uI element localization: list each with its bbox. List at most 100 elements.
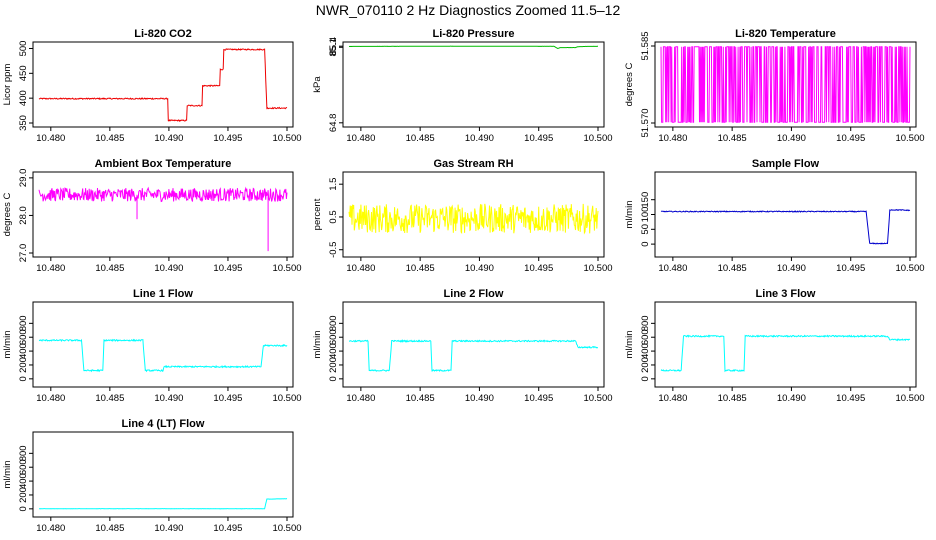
y-tick-label: 800 (18, 445, 29, 461)
y-tick-label: 600 (18, 329, 29, 345)
x-tick-label: 10.485 (406, 133, 435, 144)
y-axis-label: ml/min (312, 331, 323, 359)
series-line (38, 338, 288, 373)
y-tick-label: 1.5 (328, 178, 339, 191)
y-tick-label: 150 (640, 192, 651, 208)
x-tick-label: 10.495 (213, 393, 242, 404)
x-tick-label: 10.500 (895, 263, 924, 274)
panel-title: Li-820 CO2 (134, 28, 191, 40)
y-tick-label: 600 (18, 459, 29, 475)
panel-7: Line 1 Flow ml/min 10.480 10.485 10.490 10.49… (2, 288, 302, 404)
panel-1: Li-820 CO2 Licor ppm 10.480 10.485 10.490 10.… (2, 28, 302, 144)
y-tick-label: 100 (640, 207, 651, 223)
x-tick-label: 10.500 (272, 393, 301, 404)
panel-9: Line 3 Flow ml/min 10.480 10.485 10.490 10.49… (624, 288, 925, 404)
x-tick-label: 10.485 (718, 263, 747, 274)
x-tick-label: 10.490 (465, 393, 494, 404)
panel-title: Gas Stream RH (433, 158, 513, 170)
plot-frame (654, 301, 917, 388)
x-tick-label: 10.500 (272, 133, 301, 144)
series-line (660, 334, 911, 373)
x-tick-label: 10.490 (465, 133, 494, 144)
panel-2: Li-820 Pressure kPa 10.480 10.485 10.490 10.4… (312, 28, 613, 144)
x-tick-label: 10.495 (213, 523, 242, 534)
plot-frame (32, 41, 294, 128)
y-tick-label: 600 (328, 329, 339, 345)
series-line (38, 48, 288, 122)
plot-frame (32, 431, 294, 518)
plot-frame (342, 171, 605, 258)
series-line (660, 209, 911, 245)
page-title: NWR_070110 2 Hz Diagnostics Zoomed 11.5–… (315, 2, 621, 18)
y-tick-label: 200 (18, 487, 29, 503)
x-tick-label: 10.500 (583, 263, 612, 274)
y-tick-label: 800 (18, 315, 29, 331)
plot-frame (32, 301, 294, 388)
panel-title: Li-820 Temperature (735, 28, 836, 40)
y-tick-label: 29.0 (18, 169, 29, 188)
y-tick-label: 0 (640, 241, 651, 246)
y-tick-label: 400 (18, 90, 29, 106)
y-axis-label: kPa (312, 76, 323, 93)
y-tick-label: 0 (328, 376, 339, 381)
x-tick-label: 10.500 (583, 133, 612, 144)
x-tick-label: 10.480 (346, 263, 375, 274)
x-tick-label: 10.490 (777, 133, 806, 144)
x-tick-label: 10.495 (836, 263, 865, 274)
plot-frame (342, 41, 605, 128)
x-tick-label: 10.495 (524, 393, 553, 404)
x-tick-label: 10.485 (95, 263, 124, 274)
x-tick-label: 10.485 (406, 393, 435, 404)
y-tick-label: 350 (18, 115, 29, 131)
x-tick-label: 10.485 (718, 393, 747, 404)
y-tick-label: 0 (18, 376, 29, 381)
x-tick-label: 10.495 (524, 263, 553, 274)
y-tick-label: 50 (640, 224, 651, 235)
x-tick-label: 10.500 (895, 393, 924, 404)
y-tick-label: 600 (640, 329, 651, 345)
plot-frame (32, 171, 294, 258)
panel-8: Line 2 Flow ml/min 10.480 10.485 10.490 10.49… (312, 288, 613, 404)
x-tick-label: 10.480 (36, 523, 65, 534)
x-tick-label: 10.500 (895, 133, 924, 144)
x-tick-label: 10.500 (272, 523, 301, 534)
x-tick-label: 10.495 (524, 133, 553, 144)
panel-10: Line 4 (LT) Flow ml/min 10.480 10.485 10.490… (2, 418, 302, 534)
series-line (348, 339, 598, 372)
x-tick-label: 10.480 (346, 133, 375, 144)
y-tick-label: 200 (640, 357, 651, 373)
panel-title: Line 4 (LT) Flow (122, 418, 205, 430)
x-tick-label: 10.485 (406, 263, 435, 274)
y-tick-label: -0.5 (328, 242, 339, 258)
y-axis-label: percent (312, 198, 323, 230)
panel-title: Line 3 Flow (756, 288, 816, 300)
x-tick-label: 10.490 (465, 263, 494, 274)
x-tick-label: 10.495 (213, 133, 242, 144)
y-tick-label: 51.570 (640, 108, 651, 137)
x-tick-label: 10.495 (836, 393, 865, 404)
panel-title: Sample Flow (752, 158, 820, 170)
y-tick-label: 28.0 (18, 206, 29, 225)
x-tick-label: 10.485 (95, 393, 124, 404)
x-tick-label: 10.495 (213, 263, 242, 274)
y-tick-label: 85.1 (328, 38, 339, 57)
series-line (39, 498, 288, 510)
plot-frame (654, 41, 917, 128)
y-axis-label: Licor ppm (2, 64, 13, 106)
x-tick-label: 10.485 (95, 133, 124, 144)
x-tick-label: 10.480 (36, 393, 65, 404)
panel-title: Line 2 Flow (444, 288, 504, 300)
y-axis-label: degrees C (2, 192, 13, 236)
panel-5: Gas Stream RH percent 10.480 10.485 10.490 10… (312, 158, 613, 274)
x-tick-label: 10.490 (777, 393, 806, 404)
y-axis-label: ml/min (2, 331, 13, 359)
y-tick-label: 400 (328, 343, 339, 359)
y-tick-label: 800 (328, 315, 339, 331)
panel-4: Ambient Box Temperature degrees C 10.480 10… (2, 158, 302, 274)
x-tick-label: 10.490 (154, 523, 183, 534)
y-tick-label: 0 (18, 506, 29, 511)
y-tick-label: 450 (18, 65, 29, 81)
panel-title: Ambient Box Temperature (95, 158, 232, 170)
series-line (348, 203, 599, 235)
